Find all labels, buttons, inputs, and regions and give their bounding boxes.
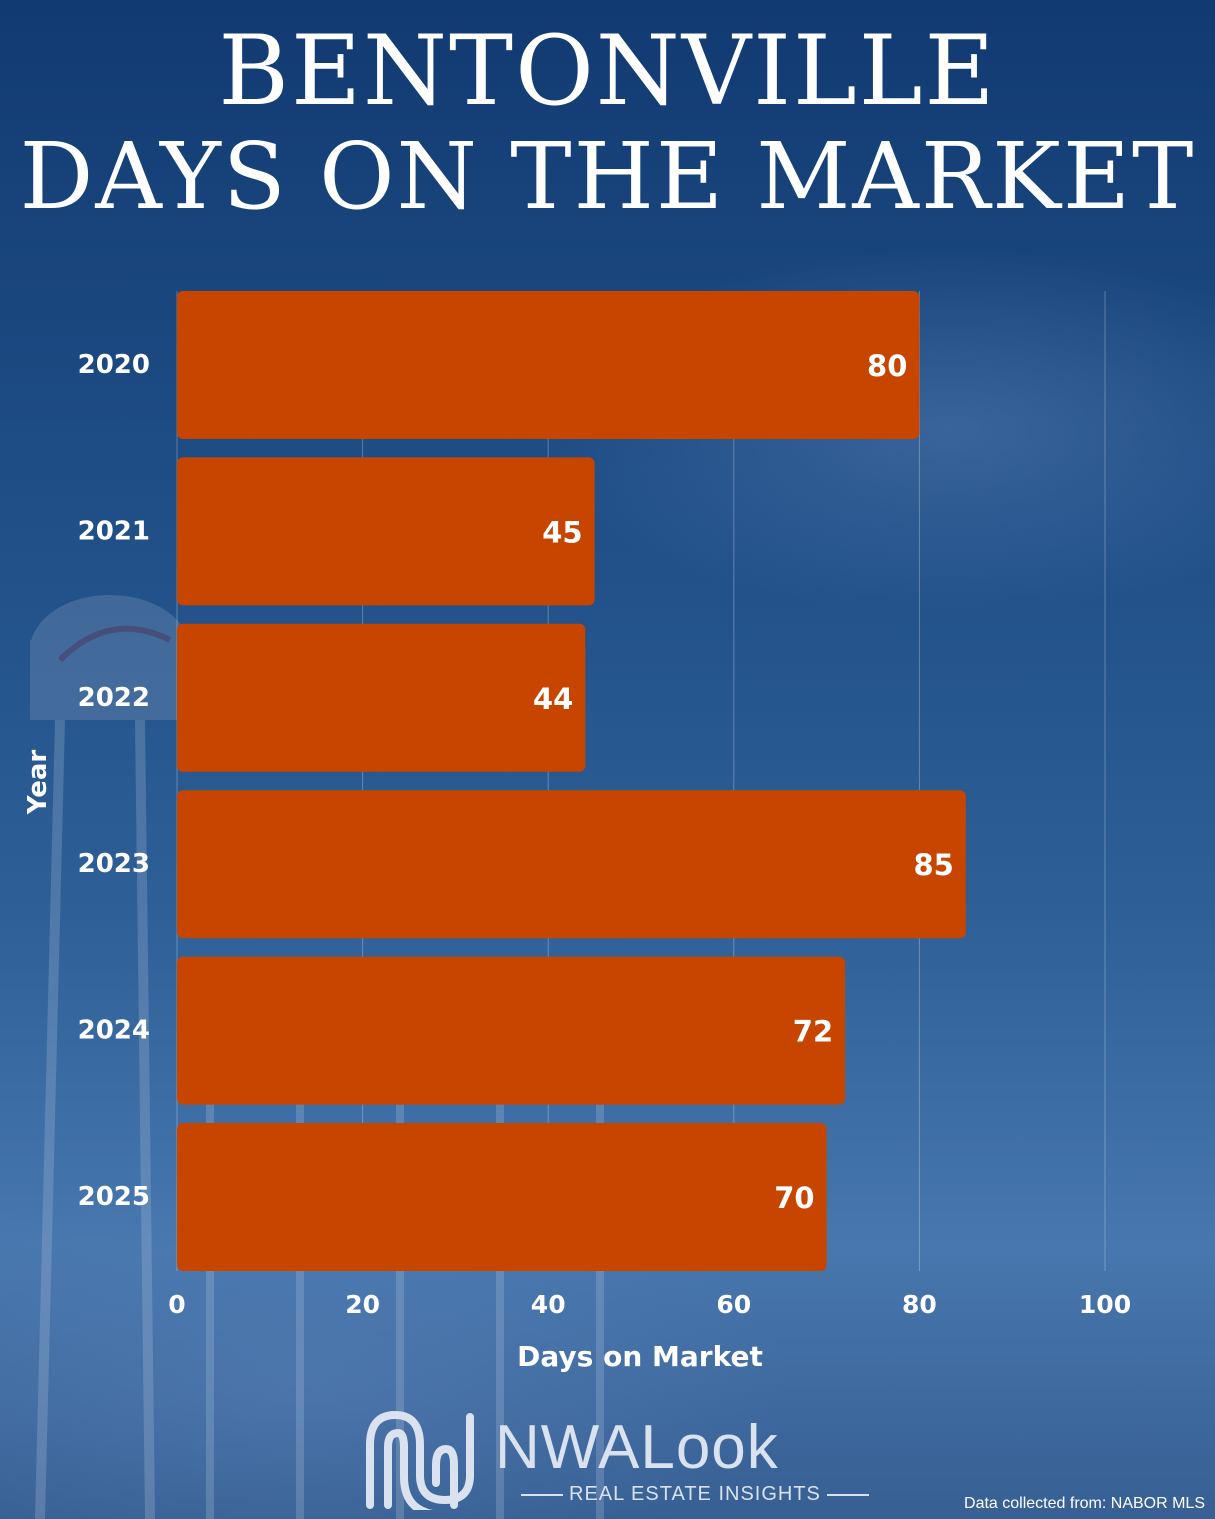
chart-title: BENTONVILLE DAYS ON THE MARKET [0, 18, 1215, 230]
bars: 80 45 44 85 72 70 [177, 291, 966, 1271]
x-tick-label-80: 80 [902, 1290, 937, 1319]
x-tick-label-20: 20 [345, 1290, 380, 1319]
y-tick-label-2021: 2021 [78, 516, 150, 546]
logo-name: NWALook [495, 1413, 779, 1482]
y-tick-label-2020: 2020 [78, 350, 150, 380]
x-tick-label-100: 100 [1079, 1290, 1131, 1319]
data-label-2023: 85 [913, 848, 953, 882]
data-label-2024: 72 [793, 1015, 833, 1049]
data-label-2021: 45 [542, 515, 582, 549]
y-tick-label-2022: 2022 [78, 683, 150, 713]
source-note: Data collected from: NABOR MLS [964, 1495, 1205, 1512]
title-line-2: DAYS ON THE MARKET [19, 123, 1196, 230]
y-tick-label-2023: 2023 [78, 849, 150, 879]
bar-2023 [177, 790, 966, 939]
bar-2020 [177, 291, 920, 439]
x-tick-labels: 0 20 40 60 80 100 [168, 1290, 1131, 1319]
y-tick-label-2024: 2024 [78, 1016, 150, 1046]
logo-tagline-text: REAL ESTATE INSIGHTS [569, 1483, 821, 1505]
y-axis-title: Year [23, 750, 53, 816]
data-label-2020: 80 [867, 349, 907, 383]
bar-2021 [177, 457, 595, 606]
bar-2024 [177, 956, 846, 1105]
x-axis-title: Days on Market [517, 1340, 763, 1373]
x-tick-label-40: 40 [531, 1290, 566, 1319]
x-tick-label-60: 60 [716, 1290, 751, 1319]
gridlines [176, 291, 1106, 1271]
logo-mark-icon [366, 1410, 474, 1519]
data-label-2022: 44 [533, 682, 573, 716]
logo-tagline: REAL ESTATE INSIGHTS [515, 1483, 875, 1506]
nwalook-logo: NWALook REAL ESTATE INSIGHTS [360, 1405, 869, 1519]
y-tick-label-2025: 2025 [78, 1182, 150, 1212]
data-label-2025: 70 [774, 1181, 814, 1215]
title-line-1: BENTONVILLE [218, 15, 997, 127]
bar-2022 [177, 623, 586, 772]
x-tick-label-0: 0 [168, 1290, 185, 1319]
bar-2025 [177, 1123, 827, 1271]
y-tick-labels: 2020 2021 2022 2023 2024 2025 [78, 350, 150, 1212]
